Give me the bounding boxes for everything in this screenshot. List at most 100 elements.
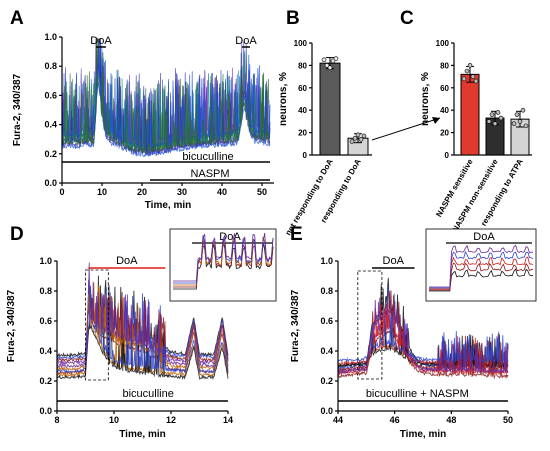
link-arrow-head	[432, 117, 440, 124]
data-point	[330, 58, 336, 64]
data-point	[470, 74, 476, 79]
y-tick-label: 40	[298, 106, 307, 115]
data-point	[495, 110, 501, 115]
data-point	[473, 78, 479, 84]
y-tick-label: 0.2	[320, 376, 333, 386]
y-tick-label: 0.6	[39, 316, 52, 326]
data-point	[523, 123, 529, 129]
x-tick-label: 50	[257, 187, 267, 197]
x-tick-label: 48	[446, 415, 456, 425]
data-point	[517, 119, 523, 124]
bicuculline-naspm-label: bicuculline + NASPM	[366, 388, 469, 400]
doa-label: DoA	[90, 35, 112, 47]
x-tick-label: 12	[166, 415, 176, 425]
doa-label: DoA	[383, 255, 405, 267]
link-arrow-line	[371, 117, 441, 141]
y-tick-label: 0.4	[320, 346, 333, 356]
panel-label-b: B	[286, 8, 300, 29]
data-point	[467, 63, 473, 68]
bar	[319, 62, 341, 156]
data-point	[355, 132, 361, 138]
data-point	[464, 68, 470, 74]
category-label: NASPM non-sensitive	[451, 157, 500, 234]
panel-label-e: E	[290, 224, 303, 245]
y-axis-title: Fura-2, 340/387	[12, 73, 23, 146]
y-axis-title: neurons, %	[420, 72, 431, 126]
data-point	[498, 115, 504, 121]
x-axis-title: Time, min	[119, 429, 166, 440]
y-tick-label: 60	[298, 84, 307, 93]
y-tick-label: 40	[440, 106, 449, 115]
panel-a: 0.0 0.2 0.4 0.6 0.8 1.0 0 10 20 30 40 50 Fura-2, 340…	[12, 32, 274, 211]
y-tick-label: 60	[440, 84, 449, 93]
y-tick-label: 80	[440, 61, 449, 70]
y-tick-label: 0.6	[44, 90, 57, 100]
panel-label-c: C	[400, 8, 414, 29]
doa-label: DoA	[235, 35, 257, 47]
data-point	[520, 107, 526, 113]
y-tick-label: 0.2	[44, 149, 57, 159]
trace-line	[61, 40, 271, 149]
y-tick-label: 0.0	[44, 178, 57, 188]
inset-trace	[429, 244, 534, 288]
y-tick-label: 1.0	[39, 256, 52, 266]
zoom-box	[357, 270, 383, 380]
data-point	[492, 121, 498, 126]
data-point	[333, 56, 339, 61]
data-point	[486, 119, 492, 124]
bicuculline-label: bicuculline	[123, 388, 174, 400]
inset-trace	[429, 268, 534, 292]
x-tick-label: 20	[137, 187, 147, 197]
trace-line	[56, 285, 229, 375]
inset-trace	[173, 232, 274, 282]
x-axis-title: Time, min	[400, 429, 447, 440]
trace-line	[61, 38, 271, 155]
data-point	[349, 139, 355, 144]
naspm-label: NASPM	[190, 168, 229, 180]
data-point	[514, 112, 520, 117]
bicuculline-label: bicuculline	[182, 151, 233, 163]
data-point	[511, 121, 517, 126]
panel-label-a: A	[10, 8, 24, 29]
inset-trace	[429, 256, 534, 290]
y-tick-label: 100	[294, 39, 308, 48]
x-tick-label: 8	[54, 415, 59, 425]
data-point	[461, 76, 467, 82]
y-tick-label: 0.8	[44, 61, 57, 71]
y-axis-title: Fura-2, 340/387	[290, 289, 301, 362]
x-axis-title: Time, min	[145, 200, 192, 211]
x-tick-label: 50	[503, 415, 513, 425]
doa-label: DoA	[116, 255, 138, 267]
y-tick-label: 0.6	[320, 316, 333, 326]
data-point	[327, 65, 333, 70]
panel-d: 0.0 0.2 0.4 0.6 0.8 1.0 8 10 12 14 Fura-2, 340/387…	[6, 228, 277, 440]
y-tick-label: 0.4	[39, 346, 52, 356]
y-tick-label: 100	[436, 39, 450, 48]
panel-label-d: D	[10, 224, 24, 245]
y-tick-label: 0.0	[320, 406, 333, 416]
x-tick-label: 14	[223, 415, 233, 425]
zoom-box	[85, 269, 109, 381]
y-tick-label: 0	[303, 151, 308, 160]
data-point	[358, 137, 364, 142]
y-tick-label: 20	[440, 129, 449, 138]
y-tick-label: 0.0	[39, 406, 52, 416]
x-tick-label: 10	[97, 187, 107, 197]
trace-line	[337, 297, 509, 376]
y-tick-label: 20	[298, 129, 307, 138]
panel-e: 0.0 0.2 0.4 0.6 0.8 1.0 44 46 48 50 Fura-2, 340/38…	[290, 228, 537, 440]
y-axis-title: Fura-2, 340/387	[6, 289, 17, 362]
y-tick-label: 0.4	[44, 120, 57, 130]
data-point	[489, 112, 495, 117]
inset-trace	[429, 250, 534, 289]
data-point	[324, 63, 330, 68]
inset-doa-label: DoA	[473, 231, 495, 243]
x-tick-label: 30	[177, 187, 187, 197]
bar	[460, 73, 480, 156]
x-tick-label: 40	[217, 187, 227, 197]
data-point	[361, 133, 367, 139]
x-tick-label: 0	[59, 187, 64, 197]
